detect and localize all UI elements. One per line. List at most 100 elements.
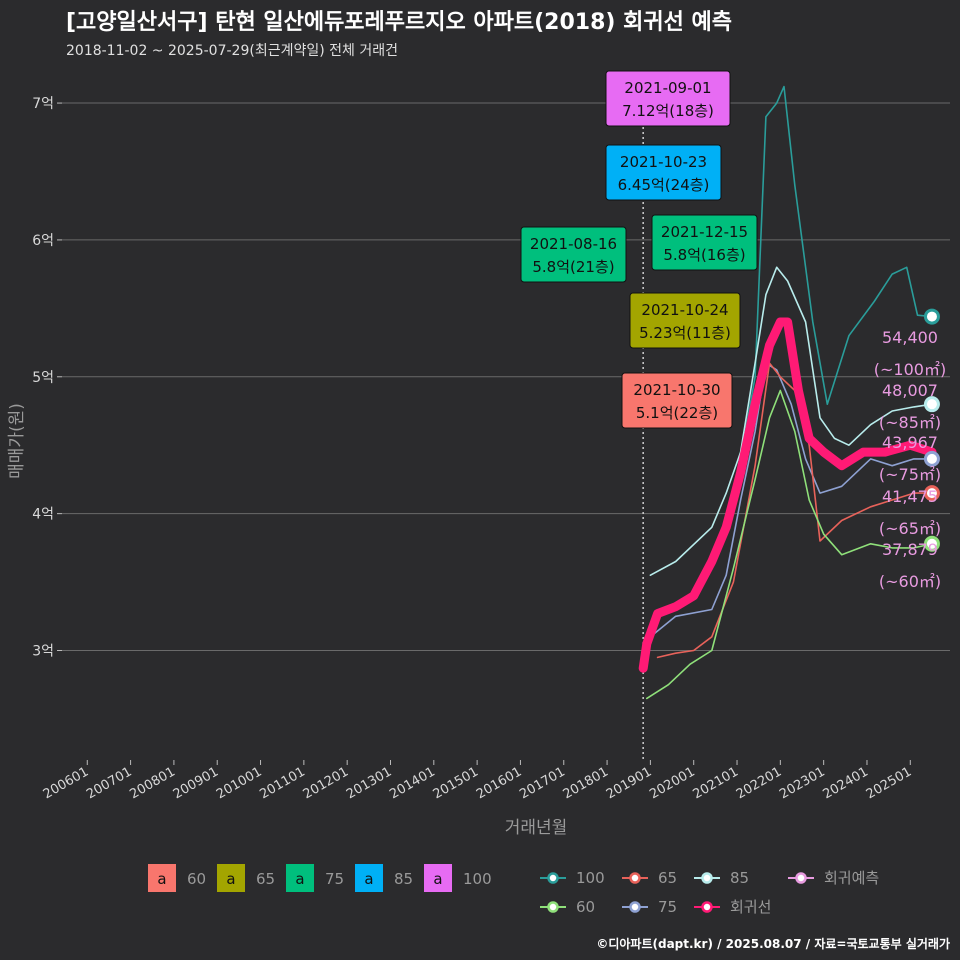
x-tick-label: 200801 (127, 764, 177, 802)
x-tick-label: 202301 (777, 764, 827, 802)
annotation-price: 5.1억(22층) (636, 404, 718, 422)
x-tick-label: 201401 (387, 764, 437, 802)
forecast-value-label: 54,400 (882, 328, 938, 347)
y-tick-label: 3억 (32, 644, 54, 660)
forecast-marker-75 (923, 450, 940, 467)
legend-marker-회귀예측 (795, 872, 807, 884)
annotation-box (605, 70, 731, 127)
annotation-box (520, 226, 627, 283)
y-tick-label: 5억 (32, 370, 54, 386)
forecast-value-label: 41,475 (882, 487, 938, 506)
annotation-label: 2021-10-23 6.45억(24층) (605, 144, 722, 201)
x-tick-label: 201301 (344, 764, 394, 802)
y-tick-label: 4억 (32, 507, 54, 523)
legend-line-label: 75 (658, 898, 677, 916)
x-tick-label: 201501 (431, 764, 481, 802)
legend-box-glyph: a (226, 870, 235, 888)
x-tick-label: 201201 (301, 764, 351, 802)
x-tick-label: 201701 (517, 764, 567, 802)
x-tick-label: 200701 (84, 764, 134, 802)
legend-box-label: 75 (325, 870, 344, 888)
series-line-85 (649, 266, 933, 576)
legend-box-75 (286, 864, 314, 892)
x-tick-label: 201001 (214, 764, 264, 802)
legend-marker-65 (629, 872, 641, 884)
forecast-area-label: (~100㎡) (874, 360, 946, 379)
annotation-price: 5.23억(11층) (639, 324, 731, 342)
legend-box-label: 100 (463, 870, 492, 888)
legend-box-label: 65 (256, 870, 275, 888)
legend-box-glyph: a (364, 870, 373, 888)
legend-marker-100 (547, 872, 559, 884)
forecast-value-label: 48,007 (882, 381, 938, 400)
annotation-date: 2021-09-01 (624, 79, 711, 97)
chart-subtitle: 2018-11-02 ~ 2025-07-29(최근계약일) 전체 거래건 (66, 43, 398, 59)
forecast-value-label: 43,967 (882, 433, 938, 452)
annotation-price: 6.45억(24층) (618, 176, 710, 194)
x-tick-label: 202501 (864, 764, 914, 802)
annotation-box (629, 292, 741, 349)
forecast-area-label: (~75㎡) (879, 465, 941, 484)
forecast-area-label: (~65㎡) (879, 519, 941, 538)
annotation-price: 5.8억(16층) (663, 246, 745, 264)
annotation-date: 2021-10-30 (633, 381, 720, 399)
annotation-label: 2021-10-24 5.23억(11층) (629, 292, 741, 349)
forecast-area-label: (~85㎡) (879, 413, 941, 432)
x-tick-label: 200601 (41, 764, 91, 802)
legend-box-label: 60 (187, 870, 206, 888)
x-tick-label: 200901 (171, 764, 221, 802)
forecast-marker-60 (923, 535, 940, 552)
regression-line (638, 317, 937, 673)
forecast-value-label: 37,879 (882, 540, 938, 559)
legend-box-glyph: a (433, 870, 442, 888)
annotation-box (605, 144, 722, 201)
legend-box-85 (355, 864, 383, 892)
series-line-65 (656, 362, 933, 659)
annotation-box (621, 372, 733, 429)
annotation-date: 2021-08-16 (530, 235, 617, 253)
x-tick-label: 202401 (820, 764, 870, 802)
legend-box-glyph: a (157, 870, 166, 888)
annotation-label: 2021-08-16 5.8억(21층) (520, 226, 627, 283)
x-tick-label: 201801 (561, 764, 611, 802)
x-tick-label: 201901 (604, 764, 654, 802)
x-axis-title: 거래년월 (505, 818, 568, 838)
y-axis-title: 매매가(원) (7, 403, 27, 479)
legend-marker-85 (701, 872, 713, 884)
annotation-date: 2021-10-24 (641, 301, 728, 319)
x-tick-label: 202201 (734, 764, 784, 802)
forecast-marker-85 (923, 396, 940, 413)
x-tick-label: 201601 (474, 764, 524, 802)
annotation-date: 2021-12-15 (661, 223, 748, 241)
legend-box-label: 85 (394, 870, 413, 888)
x-tick-label: 201101 (257, 764, 307, 802)
legend-marker-회귀선 (701, 901, 713, 913)
series-line-60 (646, 389, 933, 700)
legend-box-60 (148, 864, 176, 892)
annotation-box (651, 214, 758, 271)
annotation-label: 2021-09-01 7.12억(18층) (605, 70, 731, 127)
annotation-price: 5.8억(21층) (532, 258, 614, 276)
legend-line-label: 60 (576, 898, 595, 916)
legend-line-label: 회귀선 (730, 898, 771, 916)
forecast-area-label: (~60㎡) (879, 572, 941, 591)
forecast-marker-65 (923, 485, 940, 502)
y-tick-label: 6억 (32, 233, 54, 249)
y-tick-label: 7억 (32, 96, 54, 112)
series-line-100 (725, 85, 933, 522)
x-tick-label: 202001 (647, 764, 697, 802)
annotation-date: 2021-10-23 (620, 153, 707, 171)
legend-line-label: 85 (730, 869, 749, 887)
legend-line-label: 100 (576, 869, 605, 887)
legend-line-label: 회귀예측 (824, 869, 879, 887)
legend-marker-75 (629, 901, 641, 913)
legend-box-glyph: a (295, 870, 304, 888)
credit-text: ©디아파트(dapt.kr) / 2025.08.07 / 자료=국토교통부 실… (596, 937, 950, 951)
chart-title: [고양일산서구] 탄현 일산에듀포레푸르지오 아파트(2018) 회귀선 예측 (66, 10, 732, 35)
annotation-label: 2021-12-15 5.8억(16층) (651, 214, 758, 271)
legend-marker-60 (547, 901, 559, 913)
legend-box-100 (424, 864, 452, 892)
series-line-75 (649, 362, 933, 638)
forecast-marker-100 (923, 308, 940, 325)
